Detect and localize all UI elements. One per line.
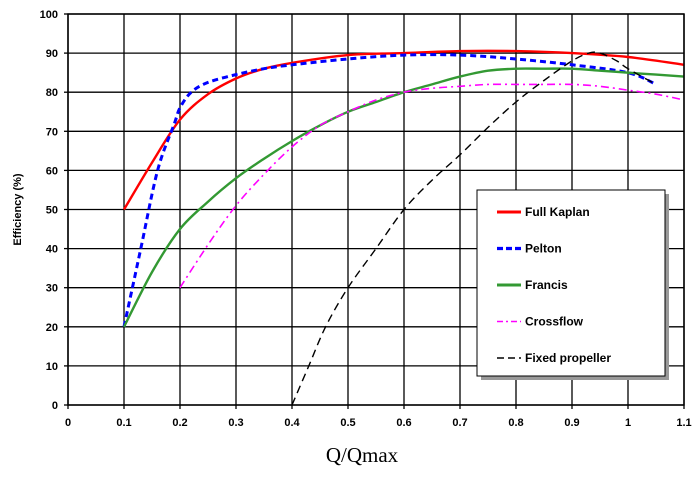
x-tick-label: 0.1 [116,417,131,429]
legend-label: Full Kaplan [525,205,590,219]
plot-frame [67,13,685,406]
x-tick-label: 0.8 [508,417,523,429]
x-tick-labels: 0 0.1 0.2 0.3 0.4 0.5 0.6 0.7 0.8 0.9 1 1.1 [65,417,692,429]
legend-label: Francis [525,278,568,292]
series-lines [122,49,685,406]
y-tick-label: 50 [46,205,58,217]
y-tick-label: 10 [46,361,58,373]
x-tick-label: 0 [65,417,71,429]
x-tick-label: 0.2 [172,417,187,429]
series-line-full-kaplan [122,49,685,211]
legend-label: Fixed propeller [525,351,611,365]
y-axis-label: Efficiency (%) [12,173,24,245]
y-tick-label: 90 [46,48,58,60]
x-tick-label: 0.4 [284,417,300,429]
x-tick-label: 0.6 [396,417,411,429]
y-tick-label: 20 [46,322,58,334]
x-tick-label: 0.5 [340,417,355,429]
y-tick-label: 30 [46,283,58,295]
y-tick-label: 0 [52,400,58,412]
legend-items: Full Kaplan Pelton Francis Crossflow Fixed p… [497,205,611,365]
y-tick-label: 100 [40,9,58,21]
x-axis-label: Q/Qmax [326,443,399,467]
legend-box [476,189,666,377]
x-tick-label: 0.7 [452,417,467,429]
x-tick-label: 1.1 [676,417,691,429]
y-tick-label: 60 [46,165,58,177]
y-tick-labels: 0 10 20 30 40 50 60 70 80 90 100 [40,9,58,412]
legend: Full Kaplan Pelton Francis Crossflow Fixed p… [476,189,669,380]
legend-label: Crossflow [525,315,584,329]
series-line-pelton [122,53,657,328]
x-tick-label: 0.3 [228,417,243,429]
legend-label: Pelton [525,242,562,256]
x-tick-label: 0.9 [564,417,579,429]
y-tick-label: 80 [46,87,58,99]
x-tick-label: 1 [625,417,631,429]
y-tick-label: 70 [46,126,58,138]
series-line-fixed-propeller [291,51,657,406]
y-tick-label: 40 [46,244,58,256]
